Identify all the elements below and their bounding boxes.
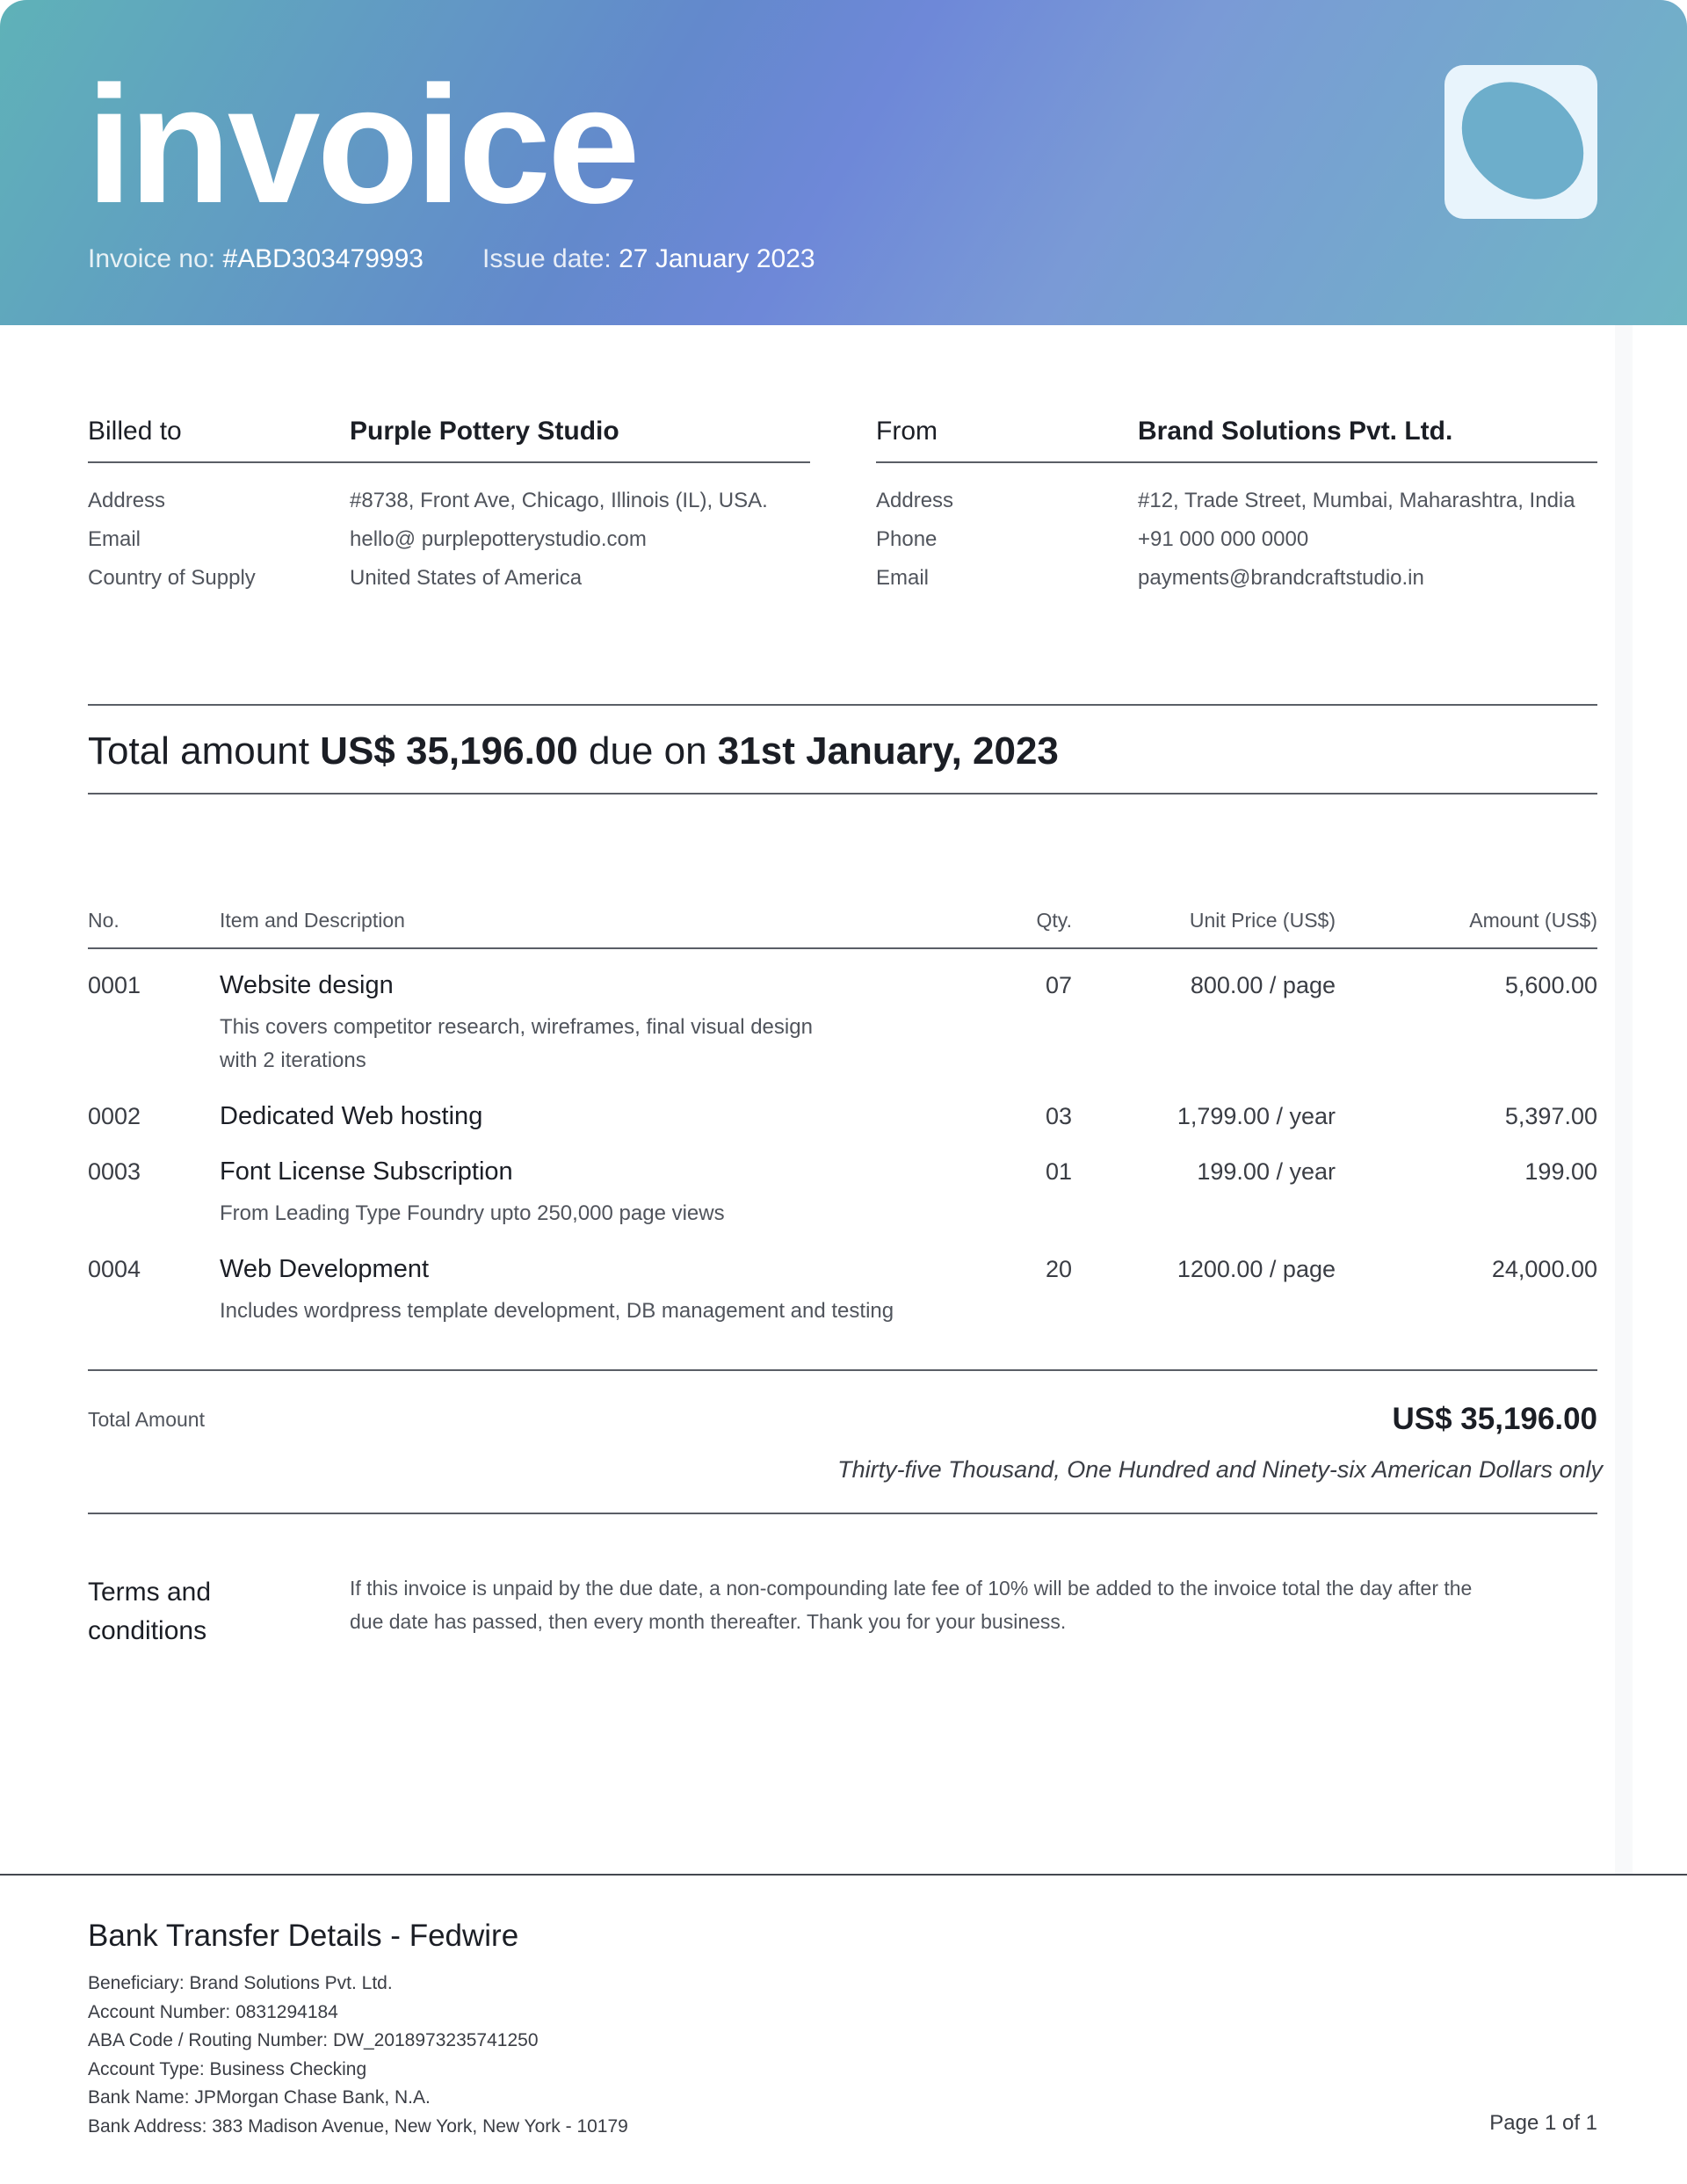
row-unit: 199.00 / year [1197,1158,1336,1185]
summary-prefix: Total amount [88,729,309,773]
divider [876,461,1597,463]
row-amount: 5,600.00 [1504,972,1597,998]
col-unit-price: Unit Price (US$) [1189,909,1336,932]
row-unit: 1,799.00 / year [1177,1103,1336,1129]
billed-country-label: Country of Supply [88,566,256,590]
page-title: invoice [86,52,641,238]
row-desc: This covers competitor research, wirefra… [220,1015,813,1039]
billed-to-heading: Billed to [88,417,182,446]
billed-email-label: Email [88,527,141,551]
invoice-no-label: Invoice no: [88,244,216,273]
from-heading: From [876,417,938,446]
from-email-value: payments@brandcraftstudio.in [1138,566,1424,590]
row-item: Website design [220,971,394,999]
divider [88,1513,1597,1514]
row-amount: 199.00 [1524,1158,1597,1185]
billed-address-value: #8738, Front Ave, Chicago, Illinois (IL)… [350,489,768,512]
col-item: Item and Description [220,909,405,932]
divider [88,947,1597,949]
row-amount: 5,397.00 [1504,1103,1597,1129]
bank-details: Beneficiary: Brand Solutions Pvt. Ltd. A… [88,1970,628,2142]
terms-line: due date has passed, then every month th… [350,1610,1067,1633]
total-amount-value: US$ 35,196.00 [1392,1402,1597,1436]
from-address-value: #12, Trade Street, Mumbai, Maharashtra, … [1138,489,1575,512]
divider [88,793,1597,795]
row-qty: 03 [1045,1103,1072,1129]
issue-date-label: Issue date: [482,244,612,273]
bank-name: Bank Name: JPMorgan Chase Bank, N.A. [88,2087,431,2108]
issue-date: Issue date: 27 January 2023 [482,244,815,274]
ellipse-logo-icon [1444,65,1597,219]
bank-routing-number: ABA Code / Routing Number: DW_2018973235… [88,2030,539,2051]
page-edge [1615,325,1633,1874]
row-no: 0003 [88,1158,141,1185]
row-qty: 01 [1045,1158,1072,1185]
row-unit: 800.00 / page [1190,972,1336,998]
bank-title: Bank Transfer Details - Fedwire [88,1919,519,1953]
terms-text: If this invoice is unpaid by the due dat… [350,1571,1472,1638]
issue-date-value: 27 January 2023 [619,244,815,273]
from-address-label: Address [876,489,954,512]
divider [88,1369,1597,1371]
row-item: Font License Subscription [220,1157,513,1186]
summary-mid: due on [588,729,707,773]
row-desc: Includes wordpress template development,… [220,1299,894,1323]
row-item: Web Development [220,1255,430,1283]
amount-due-summary: Total amount US$ 35,196.00 due on 31st J… [88,729,1059,773]
row-desc: with 2 iterations [220,1048,366,1072]
from-phone-value: +91 000 000 0000 [1138,527,1309,551]
row-no: 0004 [88,1256,141,1282]
total-amount-label: Total Amount [88,1408,205,1431]
from-phone-label: Phone [876,527,938,551]
bank-beneficiary: Beneficiary: Brand Solutions Pvt. Ltd. [88,1973,393,1993]
from-name: Brand Solutions Pvt. Ltd. [1138,417,1453,446]
logo-icon [1444,65,1597,219]
billed-address-label: Address [88,489,166,512]
billed-email-value: hello@ purplepotterystudio.com [350,527,647,551]
terms-heading-line: Terms and [88,1578,212,1607]
summary-due-date: 31st January, 2023 [717,729,1059,773]
invoice-header: invoice Invoice no: #ABD303479993 Issue … [0,0,1687,325]
billed-country-value: United States of America [350,566,583,590]
col-no: No. [88,909,119,932]
terms-heading-line: conditions [88,1616,207,1645]
row-qty: 20 [1045,1256,1072,1282]
bank-account-number: Account Number: 0831294184 [88,2001,338,2022]
col-qty: Qty. [1036,909,1072,932]
billed-to-name: Purple Pottery Studio [350,417,619,446]
bank-address: Bank Address: 383 Madison Avenue, New Yo… [88,2115,628,2137]
row-unit: 1200.00 / page [1177,1256,1336,1282]
invoice-number: Invoice no: #ABD303479993 [88,244,424,274]
row-item: Dedicated Web hosting [220,1102,483,1130]
from-email-label: Email [876,566,930,590]
col-amount: Amount (US$) [1469,909,1597,932]
footer-divider [0,1874,1687,1876]
terms-line: If this invoice is unpaid by the due dat… [350,1577,1473,1600]
divider [88,704,1597,706]
row-desc: From Leading Type Foundry upto 250,000 p… [220,1201,725,1225]
terms-heading: Terms and conditions [88,1573,211,1651]
page-number: Page 1 of 1 [1489,2111,1597,2135]
row-amount: 24,000.00 [1491,1256,1597,1282]
bank-account-type: Account Type: Business Checking [88,2058,367,2079]
invoice-no-value: #ABD303479993 [222,244,424,273]
total-amount-words: Thirty-five Thousand, One Hundred and Ni… [837,1456,1603,1483]
row-qty: 07 [1045,972,1072,998]
row-no: 0002 [88,1103,141,1129]
row-no: 0001 [88,972,141,998]
divider [88,461,810,463]
summary-amount: US$ 35,196.00 [320,729,578,773]
